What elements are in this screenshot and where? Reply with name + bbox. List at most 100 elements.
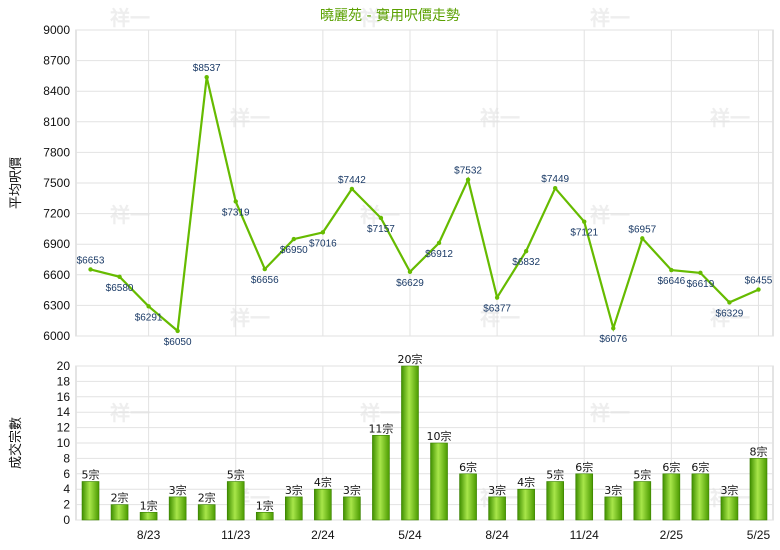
volume-data-label: 3宗 [604,483,622,497]
volume-data-label: 11宗 [368,421,393,435]
volume-data-label: 6宗 [691,460,709,474]
price-data-labels: $6653 $6580 $6291 $6050 $8537 $7319 $6656 $6950… [77,63,773,348]
x-tick-label: 5/25 [747,528,771,542]
watermark-text: 祥一 [110,401,150,425]
price-data-label: $7016 [309,238,337,249]
volume-data-label: 3宗 [169,483,187,497]
volume-data-label: 6宗 [662,460,680,474]
volume-bar [285,496,303,521]
volume-y-tick: 14 [57,405,71,419]
watermark-text: 祥一 [360,203,400,227]
volume-y-tick: 2 [63,498,70,512]
watermark-text: 祥一 [110,203,150,227]
volume-bar [226,481,245,521]
price-y-tick: 8700 [43,54,70,68]
price-point [756,287,761,292]
volume-data-label: 3宗 [488,483,506,497]
price-data-label: $7442 [338,175,366,186]
price-point [291,236,297,242]
volume-data-label: 3宗 [285,483,303,497]
watermark-text: 祥一 [230,306,270,330]
volume-bar [430,442,448,521]
volume-bar [343,496,361,521]
volume-y-tick: 16 [57,390,71,404]
volume-data-label: 4宗 [517,475,535,489]
volume-bars [81,365,768,521]
price-point [465,177,471,182]
volume-bar [255,511,274,521]
volume-y-tick: 4 [63,482,70,496]
volume-data-label: 6宗 [459,460,477,474]
price-point [494,295,500,300]
volume-data-label: 6宗 [575,460,593,474]
price-point [611,326,616,331]
volume-bar [372,434,390,521]
price-point [727,300,732,305]
watermark-text: 祥一 [110,6,150,30]
price-y-tick-labels: 6000 6300 6600 6900 7200 7500 7800 8100 8400 8700… [43,23,70,343]
volume-bar [546,481,564,521]
price-data-label: $6455 [745,276,773,287]
price-data-label: $6580 [106,283,134,294]
price-data-label: $6832 [512,257,540,268]
volume-data-label: 5宗 [82,468,100,482]
x-tick-labels: 8/23 11/23 2/24 5/24 8/24 11/24 2/25 5/25 [137,528,771,542]
price-data-label: $6329 [716,308,744,319]
volume-y-tick: 12 [57,421,71,435]
price-gridlines [76,29,773,337]
price-data-label: $6950 [280,245,308,256]
volume-gridlines [76,365,773,521]
price-point [146,304,151,309]
price-point [88,267,93,272]
price-point [175,328,180,334]
price-data-label: $6957 [628,224,656,235]
price-point [349,186,355,192]
price-data-label: $6653 [77,255,105,266]
volume-data-label: 5宗 [546,468,564,482]
volume-bar [604,496,623,521]
price-data-label: $6377 [483,304,511,315]
volume-data-label: 20宗 [397,352,422,366]
watermark-text: 祥一 [590,401,630,425]
volume-y-tick: 18 [57,374,71,388]
price-y-tick: 6900 [43,237,70,251]
volume-bar [168,496,187,521]
price-data-label: $7532 [454,166,482,177]
chart-title: 曉麗苑 - 實用呎價走勢 [320,7,460,24]
watermark-text: 祥一 [710,306,750,330]
volume-bar [662,473,681,521]
volume-bar [139,511,158,521]
watermark-text: 祥一 [590,6,630,30]
watermark-text: 祥一 [590,203,630,227]
volume-bar [197,504,216,521]
price-point [320,230,326,235]
price-point [204,75,209,80]
volume-data-label: 1宗 [140,498,158,512]
price-y-tick: 8100 [43,115,70,129]
price-y-tick: 6000 [43,329,70,343]
volume-data-label: 3宗 [343,483,361,497]
x-tick-label: 2/25 [660,528,684,542]
price-y-tick: 6600 [43,268,70,282]
price-series-line [90,76,759,334]
price-data-label: $6629 [396,278,424,289]
price-data-label: $6646 [657,276,685,287]
volume-bar [749,458,768,521]
volume-bar [691,473,710,521]
price-point [378,215,384,221]
watermark-text: 祥一 [710,106,750,130]
price-data-label: $7121 [570,228,598,239]
x-tick-label: 8/23 [137,528,161,542]
volume-bar [110,504,129,521]
price-data-label: $6291 [135,312,163,323]
price-data-label: $6050 [164,337,192,348]
price-data-label: $6656 [251,275,279,286]
price-point [523,248,529,254]
price-points [88,75,761,334]
price-data-label: $7449 [541,174,569,185]
volume-data-label: 2宗 [198,491,216,505]
x-tick-label: 2/24 [311,528,335,542]
